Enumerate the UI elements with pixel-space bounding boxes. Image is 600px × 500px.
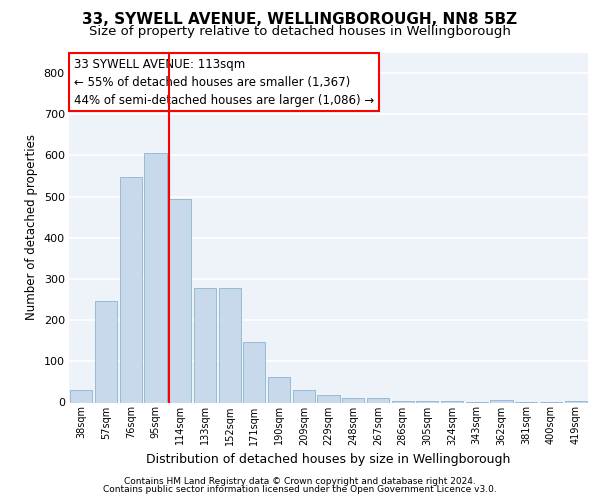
Bar — [145, 152, 167, 402]
Bar — [194, 288, 216, 403]
Bar — [218, 288, 241, 403]
Bar — [119, 177, 142, 402]
Bar — [293, 390, 315, 402]
Y-axis label: Number of detached properties: Number of detached properties — [25, 134, 38, 320]
Bar — [367, 398, 389, 402]
Bar — [95, 301, 117, 402]
Text: Contains public sector information licensed under the Open Government Licence v3: Contains public sector information licen… — [103, 485, 497, 494]
Bar — [268, 376, 290, 402]
Text: 33, SYWELL AVENUE, WELLINGBOROUGH, NN8 5BZ: 33, SYWELL AVENUE, WELLINGBOROUGH, NN8 5… — [82, 12, 518, 28]
Bar — [490, 400, 512, 402]
Bar — [169, 199, 191, 402]
Bar — [342, 398, 364, 402]
Bar — [416, 401, 439, 402]
Bar — [243, 342, 265, 402]
Text: 33 SYWELL AVENUE: 113sqm
← 55% of detached houses are smaller (1,367)
44% of sem: 33 SYWELL AVENUE: 113sqm ← 55% of detach… — [74, 58, 374, 107]
Bar — [70, 390, 92, 402]
X-axis label: Distribution of detached houses by size in Wellingborough: Distribution of detached houses by size … — [146, 453, 511, 466]
Bar — [441, 401, 463, 402]
Bar — [565, 401, 587, 402]
Bar — [392, 401, 414, 402]
Text: Size of property relative to detached houses in Wellingborough: Size of property relative to detached ho… — [89, 25, 511, 38]
Bar — [317, 395, 340, 402]
Text: Contains HM Land Registry data © Crown copyright and database right 2024.: Contains HM Land Registry data © Crown c… — [124, 477, 476, 486]
